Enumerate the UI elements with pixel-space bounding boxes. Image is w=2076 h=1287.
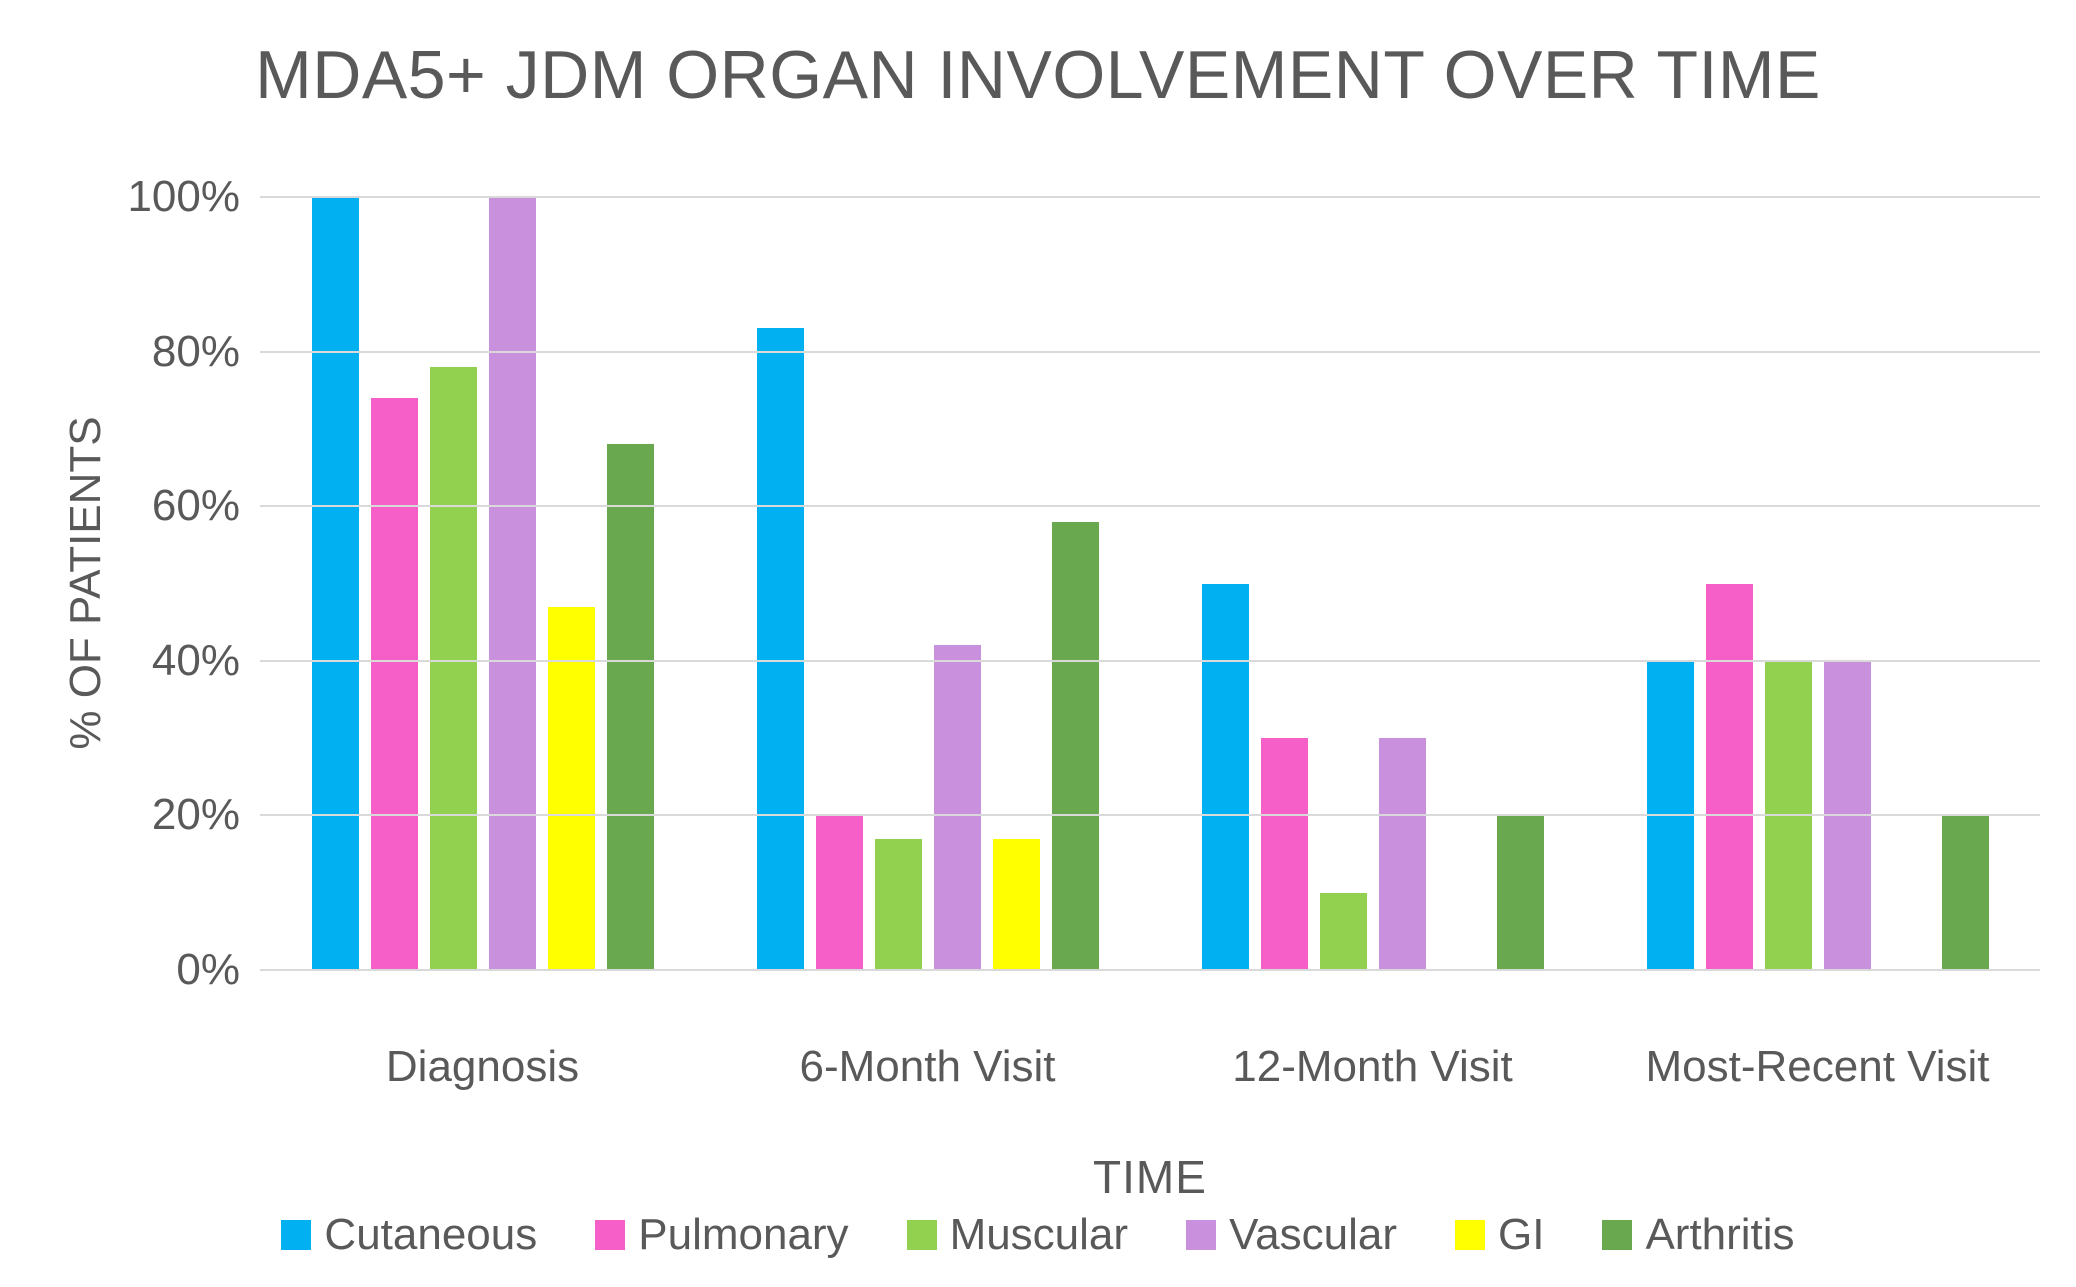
bar-group-12-month-visit [1150,197,1595,970]
bar-vascular-6-month-visit [933,645,981,970]
legend-swatch-arthritis [1602,1220,1633,1250]
x-axis-title: TIME [1093,1151,1207,1203]
bar-pulmonary-12-month-visit [1260,738,1308,970]
bar-vascular-12-month-visit [1378,738,1426,970]
legend-swatch-vascular [1186,1220,1217,1250]
bar-arthritis-6-month-visit [1051,521,1099,970]
bar-group-most-recent-visit [1595,197,2040,970]
legend-item-gi: GI [1454,1210,1545,1260]
bar-pulmonary-6-month-visit [815,815,863,970]
bar-muscular-diagnosis [429,367,477,970]
y-tick-40: 40% [151,635,240,685]
legend-item-muscular: Muscular [906,1210,1129,1260]
y-axis-title: % OF PATIENTS [61,416,110,750]
legend-swatch-muscular [906,1220,937,1250]
bar-muscular-6-month-visit [874,838,922,970]
gridline-100 [260,196,2040,198]
legend-item-pulmonary: Pulmonary [595,1210,849,1260]
bar-muscular-12-month-visit [1319,892,1367,970]
legend-item-vascular: Vascular [1186,1210,1397,1260]
y-tick-60: 60% [151,481,240,531]
y-tick-100: 100% [127,172,240,221]
bar-arthritis-diagnosis [606,444,654,970]
bar-gi-diagnosis [547,606,595,970]
gridline-20 [260,814,2040,817]
legend-label-gi: GI [1497,1210,1545,1259]
gridline-60 [260,505,2040,508]
y-tick-20: 20% [151,790,240,840]
bar-group-6-month-visit [705,197,1150,970]
bar-cutaneous-12-month-visit [1201,583,1249,970]
legend-swatch-cutaneous [281,1220,312,1250]
legend-label-pulmonary: Pulmonary [638,1210,849,1259]
bar-gi-6-month-visit [992,838,1040,970]
bar-groups [260,197,2040,970]
gridline-0 [260,969,2040,971]
x-axis-labels: Diagnosis 6-Month Visit 12-Month Visit Most… [260,1042,2040,1092]
x-label-diagnosis: Diagnosis [385,1042,580,1091]
legend-label-vascular: Vascular [1229,1210,1397,1259]
bar-cutaneous-6-month-visit [756,328,804,970]
gridline-80 [260,350,2040,353]
gridline-40 [260,659,2040,662]
legend-swatch-gi [1454,1220,1485,1250]
legend-label-cutaneous: Cutaneous [324,1210,538,1259]
bar-pulmonary-most-recent-visit [1705,583,1753,970]
bar-arthritis-12-month-visit [1496,815,1544,970]
bar-pulmonary-diagnosis [370,397,418,970]
x-label-6-month-visit: 6-Month Visit [799,1042,1056,1091]
plot-area: 0% 20% 40% 60% 80% 100% [127,172,2040,994]
y-tick-0: 0% [176,945,240,994]
legend-label-arthritis: Arthritis [1645,1210,1795,1259]
legend-item-arthritis: Arthritis [1602,1210,1795,1260]
bar-arthritis-most-recent-visit [1941,815,1989,970]
legend-label-muscular: Muscular [949,1210,1129,1259]
bar-vascular-diagnosis [488,197,536,970]
legend: Cutaneous Pulmonary Muscular Vascular GI Arth… [0,1210,2076,1260]
bar-cutaneous-diagnosis [311,197,359,970]
bar-group-diagnosis [260,197,705,970]
x-label-most-recent-visit: Most-Recent Visit [1645,1042,1990,1091]
y-tick-80: 80% [151,326,240,376]
x-label-12-month-visit: 12-Month Visit [1232,1042,1513,1091]
legend-swatch-pulmonary [595,1220,626,1250]
chart-title: MDA5+ JDM ORGAN INVOLVEMENT OVER TIME [255,37,1821,113]
legend-item-cutaneous: Cutaneous [281,1210,537,1260]
